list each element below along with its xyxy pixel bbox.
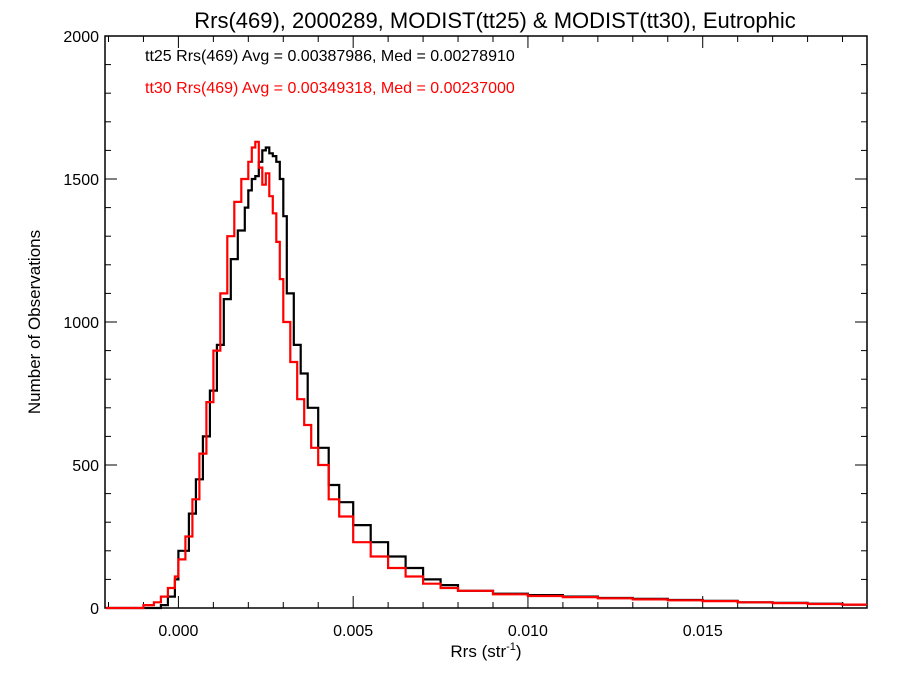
x-tick-label-3: 0.015 — [683, 623, 723, 640]
series-line-1 — [106, 140, 868, 610]
annotation-tt25: tt25 Rrs(469) Avg = 0.00387986, Med = 0.… — [145, 48, 515, 65]
x-tick-label-1: 0.005 — [333, 623, 373, 640]
y-tick-label-1: 500 — [72, 458, 99, 475]
tick-labels: 0.000 0.005 0.010 0.015 0 500 1000 1500 2000 — [63, 29, 722, 640]
annotation-tt30: tt30 Rrs(469) Avg = 0.00349318, Med = 0.… — [145, 80, 515, 97]
axis-ticks — [105, 35, 867, 609]
x-axis-label: Rrs (str-1) — [450, 641, 521, 661]
y-tick-label-4: 2000 — [63, 29, 99, 46]
y-tick-label-0: 0 — [90, 601, 99, 618]
series-line-0 — [106, 146, 868, 610]
x-axis-label-end: ) — [516, 642, 522, 661]
y-tick-label-2: 1000 — [63, 315, 99, 332]
y-axis-label: Number of Observations — [25, 230, 44, 414]
chart-title: Rrs(469), 2000289, MODIST(tt25) & MODIST… — [194, 8, 796, 33]
x-axis-label-main: Rrs (str — [450, 642, 506, 661]
series-group — [106, 140, 868, 610]
y-tick-label-3: 1500 — [63, 172, 99, 189]
x-tick-label-2: 0.010 — [508, 623, 548, 640]
x-axis-label-superscript: -1 — [506, 641, 516, 653]
x-tick-label-0: 0.000 — [158, 623, 198, 640]
